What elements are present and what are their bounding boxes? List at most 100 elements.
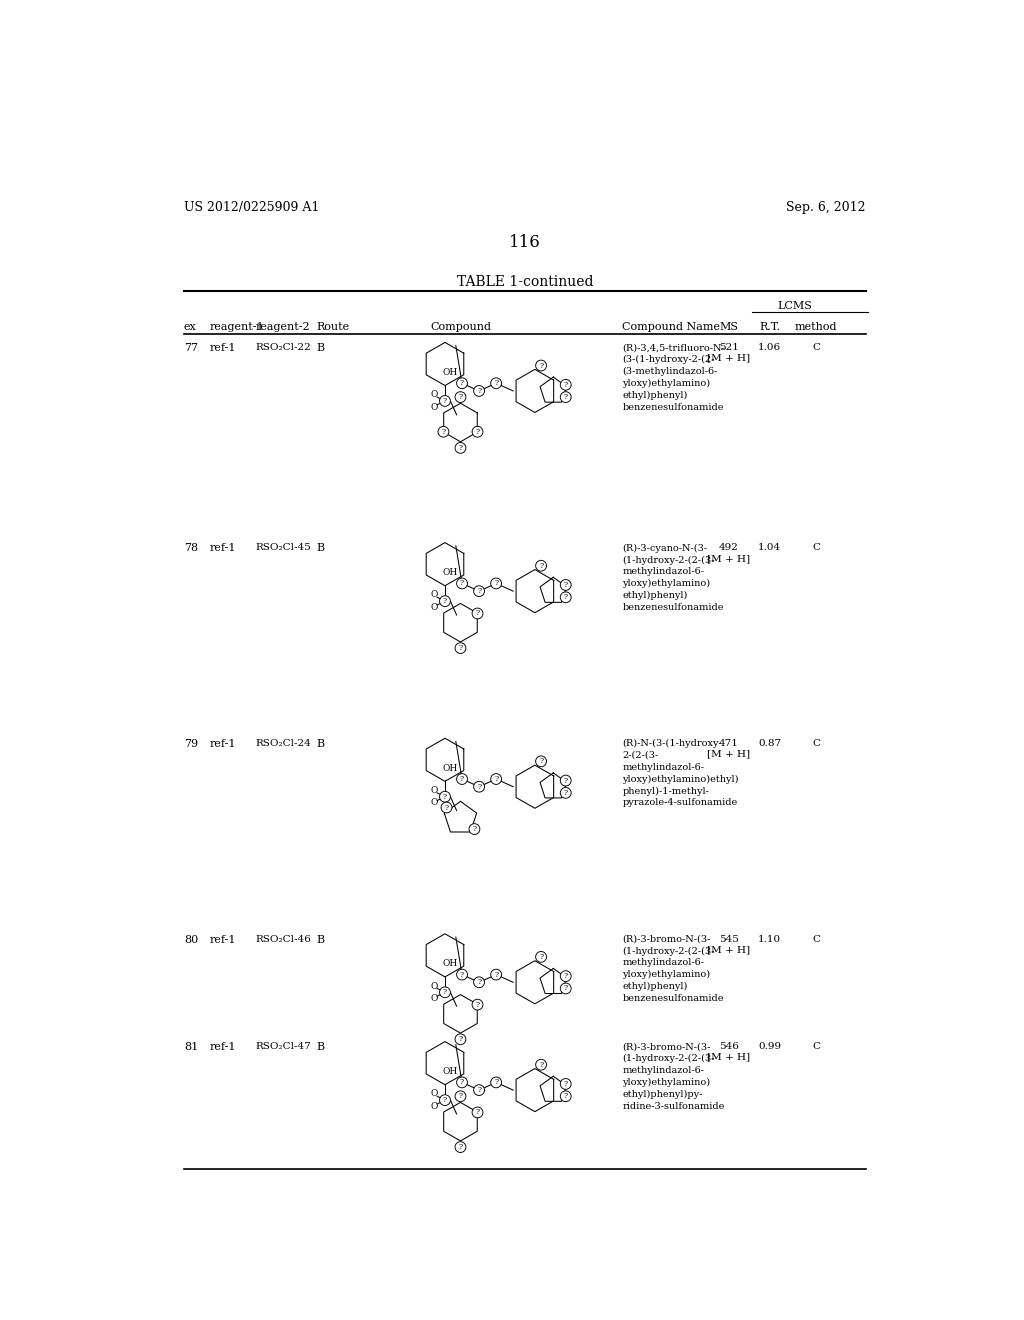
Circle shape: [560, 591, 571, 603]
Text: ?: ?: [539, 1061, 543, 1069]
Text: 492
[M + H]: 492 [M + H]: [707, 544, 751, 562]
Text: B: B: [316, 935, 325, 945]
Text: ?: ?: [475, 1001, 479, 1008]
Text: O: O: [430, 787, 438, 795]
Text: ?: ?: [441, 428, 445, 436]
Text: Sep. 6, 2012: Sep. 6, 2012: [786, 201, 866, 214]
Text: ?: ?: [494, 379, 499, 387]
Circle shape: [560, 579, 571, 590]
Text: ?: ?: [539, 953, 543, 961]
Text: ref-1: ref-1: [209, 343, 236, 354]
Circle shape: [441, 803, 452, 813]
Circle shape: [560, 983, 571, 994]
Text: ref-1: ref-1: [209, 935, 236, 945]
Text: ?: ?: [475, 610, 479, 618]
Circle shape: [455, 1034, 466, 1044]
Text: MS: MS: [719, 322, 738, 331]
Text: C: C: [812, 544, 820, 552]
Circle shape: [472, 609, 483, 619]
Circle shape: [455, 1142, 466, 1152]
Text: ?: ?: [494, 970, 499, 978]
Text: (R)-N-(3-(1-hydroxy-
2-(2-(3-
methylindazol-6-
yloxy)ethylamino)ethyl)
phenyl)-1: (R)-N-(3-(1-hydroxy- 2-(2-(3- methylinda…: [623, 739, 739, 808]
Text: ?: ?: [459, 1035, 463, 1043]
Text: ?: ?: [459, 444, 463, 451]
Text: ?: ?: [563, 1080, 567, 1088]
Circle shape: [469, 824, 480, 834]
Circle shape: [536, 1059, 547, 1071]
Circle shape: [472, 999, 483, 1010]
Text: ?: ?: [460, 579, 464, 587]
Circle shape: [457, 969, 467, 979]
Text: ?: ?: [460, 970, 464, 978]
Text: ?: ?: [563, 581, 567, 589]
Text: 546
[M + H]: 546 [M + H]: [707, 1043, 751, 1061]
Text: B: B: [316, 343, 325, 354]
Text: TABLE 1-continued: TABLE 1-continued: [457, 276, 593, 289]
Text: 521
[M + H]: 521 [M + H]: [707, 343, 751, 363]
Text: ?: ?: [563, 1092, 567, 1101]
Text: C: C: [812, 935, 820, 944]
Text: 0.99: 0.99: [758, 1043, 781, 1051]
Text: O: O: [430, 391, 438, 399]
Text: ?: ?: [443, 1096, 447, 1104]
Text: C: C: [812, 343, 820, 352]
Text: ?: ?: [459, 1092, 463, 1101]
Circle shape: [439, 396, 451, 407]
Text: ?: ?: [563, 972, 567, 981]
Circle shape: [490, 969, 502, 979]
Circle shape: [457, 378, 467, 388]
Text: 77: 77: [183, 343, 198, 354]
Circle shape: [474, 781, 484, 792]
Text: ref-1: ref-1: [209, 1043, 236, 1052]
Text: C: C: [812, 739, 820, 748]
Circle shape: [457, 578, 467, 589]
Text: RSO₂Cl-46: RSO₂Cl-46: [256, 935, 311, 944]
Text: (R)-3-cyano-N-(3-
(1-hydroxy-2-(2-(3-
methylindazol-6-
yloxy)ethylamino)
ethyl)p: (R)-3-cyano-N-(3- (1-hydroxy-2-(2-(3- me…: [623, 544, 724, 612]
Text: O: O: [430, 1102, 438, 1110]
Circle shape: [455, 1090, 466, 1102]
Text: ?: ?: [459, 1143, 463, 1151]
Circle shape: [474, 586, 484, 597]
Text: (R)-3,4,5-trifluoro-N-
(3-(1-hydroxy-2-(2-
(3-methylindazol-6-
yloxy)ethylamino): (R)-3,4,5-trifluoro-N- (3-(1-hydroxy-2-(…: [623, 343, 725, 412]
Circle shape: [472, 1107, 483, 1118]
Text: ?: ?: [443, 597, 447, 605]
Circle shape: [560, 379, 571, 391]
Text: ?: ?: [563, 380, 567, 389]
Text: ?: ?: [563, 985, 567, 993]
Text: Compound: Compound: [431, 322, 492, 331]
Text: ?: ?: [477, 587, 481, 595]
Circle shape: [560, 775, 571, 785]
Circle shape: [455, 392, 466, 403]
Text: RSO₂Cl-45: RSO₂Cl-45: [256, 544, 311, 552]
Text: ?: ?: [460, 1078, 464, 1086]
Text: 81: 81: [183, 1043, 198, 1052]
Circle shape: [560, 1078, 571, 1089]
Text: OH: OH: [442, 764, 458, 772]
Circle shape: [536, 560, 547, 572]
Text: OH: OH: [442, 1067, 458, 1076]
Text: 78: 78: [183, 544, 198, 553]
Text: Compound Name: Compound Name: [623, 322, 721, 331]
Circle shape: [474, 977, 484, 987]
Text: 545
[M + H]: 545 [M + H]: [707, 935, 751, 954]
Text: method: method: [795, 322, 838, 331]
Circle shape: [536, 952, 547, 962]
Circle shape: [490, 774, 502, 784]
Text: ?: ?: [477, 783, 481, 791]
Text: 0.87: 0.87: [758, 739, 781, 748]
Text: reagent-1: reagent-1: [209, 322, 264, 331]
Text: O: O: [430, 603, 438, 611]
Text: 80: 80: [183, 935, 198, 945]
Text: ?: ?: [459, 644, 463, 652]
Circle shape: [439, 792, 451, 803]
Circle shape: [560, 788, 571, 799]
Circle shape: [474, 385, 484, 396]
Text: ?: ?: [494, 1078, 499, 1086]
Text: ?: ?: [563, 789, 567, 797]
Circle shape: [455, 442, 466, 453]
Text: B: B: [316, 544, 325, 553]
Text: ?: ?: [460, 775, 464, 783]
Text: R.T.: R.T.: [759, 322, 780, 331]
Text: US 2012/0225909 A1: US 2012/0225909 A1: [183, 201, 319, 214]
Text: O: O: [430, 982, 438, 990]
